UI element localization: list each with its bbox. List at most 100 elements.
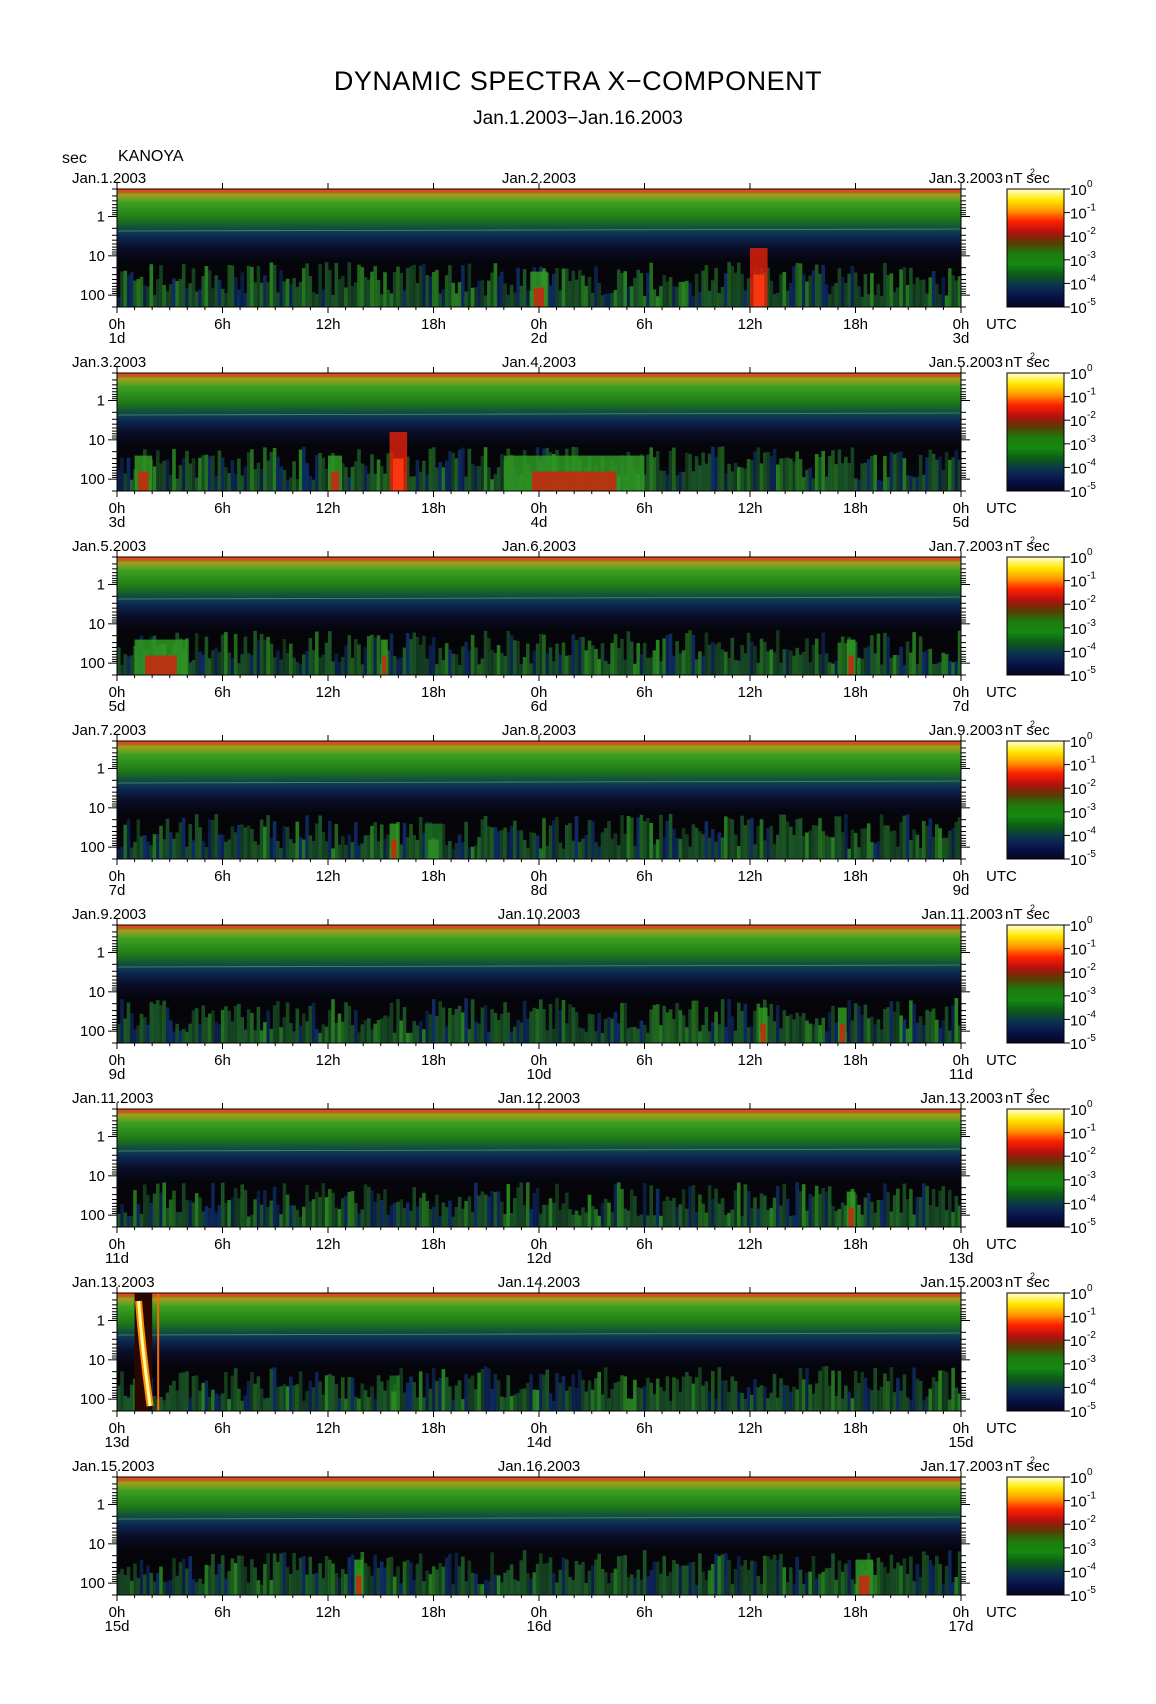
spectrum-activity-column bbox=[487, 1031, 491, 1043]
spectrum-activity-column bbox=[298, 664, 303, 675]
spectrum-activity-column bbox=[204, 636, 209, 675]
colorbar-tick-exponent: -4 bbox=[1087, 825, 1096, 836]
spectrum-activity-column bbox=[133, 1029, 137, 1043]
spectrum-activity-column bbox=[139, 276, 144, 307]
spectrum-activity-column bbox=[892, 1392, 897, 1411]
spectrum-activity-column bbox=[156, 1572, 160, 1595]
spectrum-activity-column bbox=[837, 268, 842, 307]
spectrum-activity-column bbox=[159, 825, 163, 859]
spectrum-activity-column bbox=[334, 653, 339, 675]
spectrum-panel-5: Jan.9.2003 Jan.10.2003 Jan.11.2003 nT sec21… bbox=[72, 903, 1096, 1083]
spectrum-activity-column bbox=[818, 818, 822, 859]
spectrum-activity-column bbox=[156, 834, 160, 859]
spectrum-activity-column bbox=[354, 639, 358, 675]
spectrum-activity-column bbox=[688, 282, 692, 307]
spectrum-activity-column bbox=[181, 1183, 186, 1227]
spectrum-activity-column bbox=[448, 451, 452, 491]
spectrum-activity-column bbox=[389, 1002, 394, 1043]
y-tick-label: 100 bbox=[80, 287, 105, 304]
spectrum-activity-column bbox=[321, 831, 326, 859]
spectrum-activity-column bbox=[798, 654, 803, 675]
spectrum-activity-column bbox=[526, 289, 530, 307]
spectrum-activity-column bbox=[857, 1382, 861, 1411]
spectrum-activity-column bbox=[464, 1373, 468, 1411]
spectrum-activity-column bbox=[496, 1019, 501, 1043]
spectrum-activity-column bbox=[130, 479, 134, 491]
x-tick-label: 0h bbox=[109, 684, 126, 701]
spectrum-activity-column bbox=[818, 1370, 822, 1411]
spectrum-activity-column bbox=[581, 1561, 585, 1595]
x-tick-label: 0h bbox=[531, 500, 548, 517]
spectrum-activity-column bbox=[772, 652, 777, 675]
spectrum-activity-column bbox=[500, 830, 504, 859]
spectrum-activity-column bbox=[522, 840, 527, 859]
spectrum-activity-column bbox=[201, 1211, 205, 1227]
spectrum-activity-column bbox=[552, 1400, 556, 1411]
spectrum-activity-column bbox=[711, 446, 715, 491]
colorbar-tick-label: 10 bbox=[1070, 597, 1087, 614]
spectrum-activity-column bbox=[685, 452, 689, 491]
spectrum-activity-column bbox=[902, 1558, 907, 1595]
x-tick-label: 0h bbox=[531, 1236, 548, 1253]
spectrum-activity-column bbox=[814, 1185, 819, 1227]
spectrum-activity-column bbox=[737, 1556, 741, 1595]
spectrum-activity-column bbox=[779, 1378, 783, 1411]
spectrum-activity-column bbox=[899, 646, 903, 675]
spectrum-activity-column bbox=[344, 287, 348, 307]
spectrum-activity-column bbox=[909, 1556, 913, 1595]
spectrum-activity-column bbox=[204, 847, 209, 859]
spectrum-activity-column bbox=[539, 633, 543, 675]
spectrum-activity-column bbox=[513, 292, 517, 307]
spectrum-activity-column bbox=[665, 634, 670, 675]
spectrum-activity-column bbox=[727, 818, 731, 859]
spectrum-activity-column bbox=[714, 1398, 718, 1411]
spectrum-activity-column bbox=[714, 267, 718, 307]
spectrum-activity-column bbox=[441, 1369, 446, 1411]
spectrum-activity-column bbox=[831, 1206, 835, 1227]
spectrum-activity-column bbox=[409, 1210, 413, 1227]
x-tick-label: 12h bbox=[315, 684, 340, 701]
spectrum-activity-column bbox=[730, 1584, 735, 1595]
colorbar-tick-label: 10 bbox=[1070, 276, 1087, 293]
spectrum-activity-column bbox=[412, 632, 416, 675]
colorbar-tick-exponent: -4 bbox=[1087, 641, 1096, 652]
spectrum-activity-column bbox=[584, 1031, 588, 1043]
spectrum-activity-column bbox=[454, 1009, 459, 1043]
spectrum-activity-column bbox=[574, 816, 579, 859]
spectrum-activity-column bbox=[311, 1199, 316, 1227]
spectrum-activity-column bbox=[146, 1565, 150, 1595]
spectrum-activity-column bbox=[646, 1032, 650, 1043]
spectrum-activity-column bbox=[789, 1014, 793, 1043]
spectrum-activity-column bbox=[941, 1020, 946, 1043]
x-tick-label: 0h bbox=[109, 1604, 126, 1621]
colorbar-tick-label: 10 bbox=[1070, 229, 1087, 246]
spectrum-activity-column bbox=[477, 466, 481, 491]
spectrum-activity-column bbox=[737, 262, 741, 307]
spectrum-activity-column bbox=[302, 1013, 306, 1043]
colorbar-tick-label: 10 bbox=[1070, 1102, 1087, 1119]
spectrum-activity-column bbox=[318, 263, 322, 307]
colorbar-unit-label: nT sec bbox=[1005, 354, 1050, 371]
spectrum-activity-column bbox=[321, 1024, 326, 1043]
spectrum-activity-column bbox=[935, 283, 939, 307]
spectrum-activity-column bbox=[792, 1019, 796, 1043]
spectrum-activity-column bbox=[347, 1191, 352, 1227]
spectrum-activity-column bbox=[714, 1554, 718, 1595]
spectrum-activity-column bbox=[331, 661, 335, 675]
spectrum-activity-column bbox=[827, 1011, 832, 1043]
spectrum-activity-column bbox=[905, 475, 910, 491]
spectrum-activity-column bbox=[220, 1009, 225, 1043]
spectrum-activity-column bbox=[642, 1024, 647, 1043]
spectrum-activity-column bbox=[743, 468, 748, 491]
spectrum-activity-column bbox=[220, 1182, 225, 1227]
spectrum-activity-column bbox=[753, 1010, 757, 1043]
colorbar-tick-exponent: -2 bbox=[1087, 1146, 1096, 1157]
spectrum-activity-column bbox=[259, 1388, 264, 1411]
spectrum-activity-column bbox=[279, 659, 283, 675]
spectrum-activity-column bbox=[792, 834, 796, 859]
spectrum-activity-column bbox=[944, 654, 949, 675]
spectrum-activity-column bbox=[188, 1200, 192, 1227]
spectrum-activity-column bbox=[204, 266, 209, 307]
spectrum-activity-column bbox=[461, 265, 465, 307]
spectrum-activity-column bbox=[159, 1192, 163, 1227]
